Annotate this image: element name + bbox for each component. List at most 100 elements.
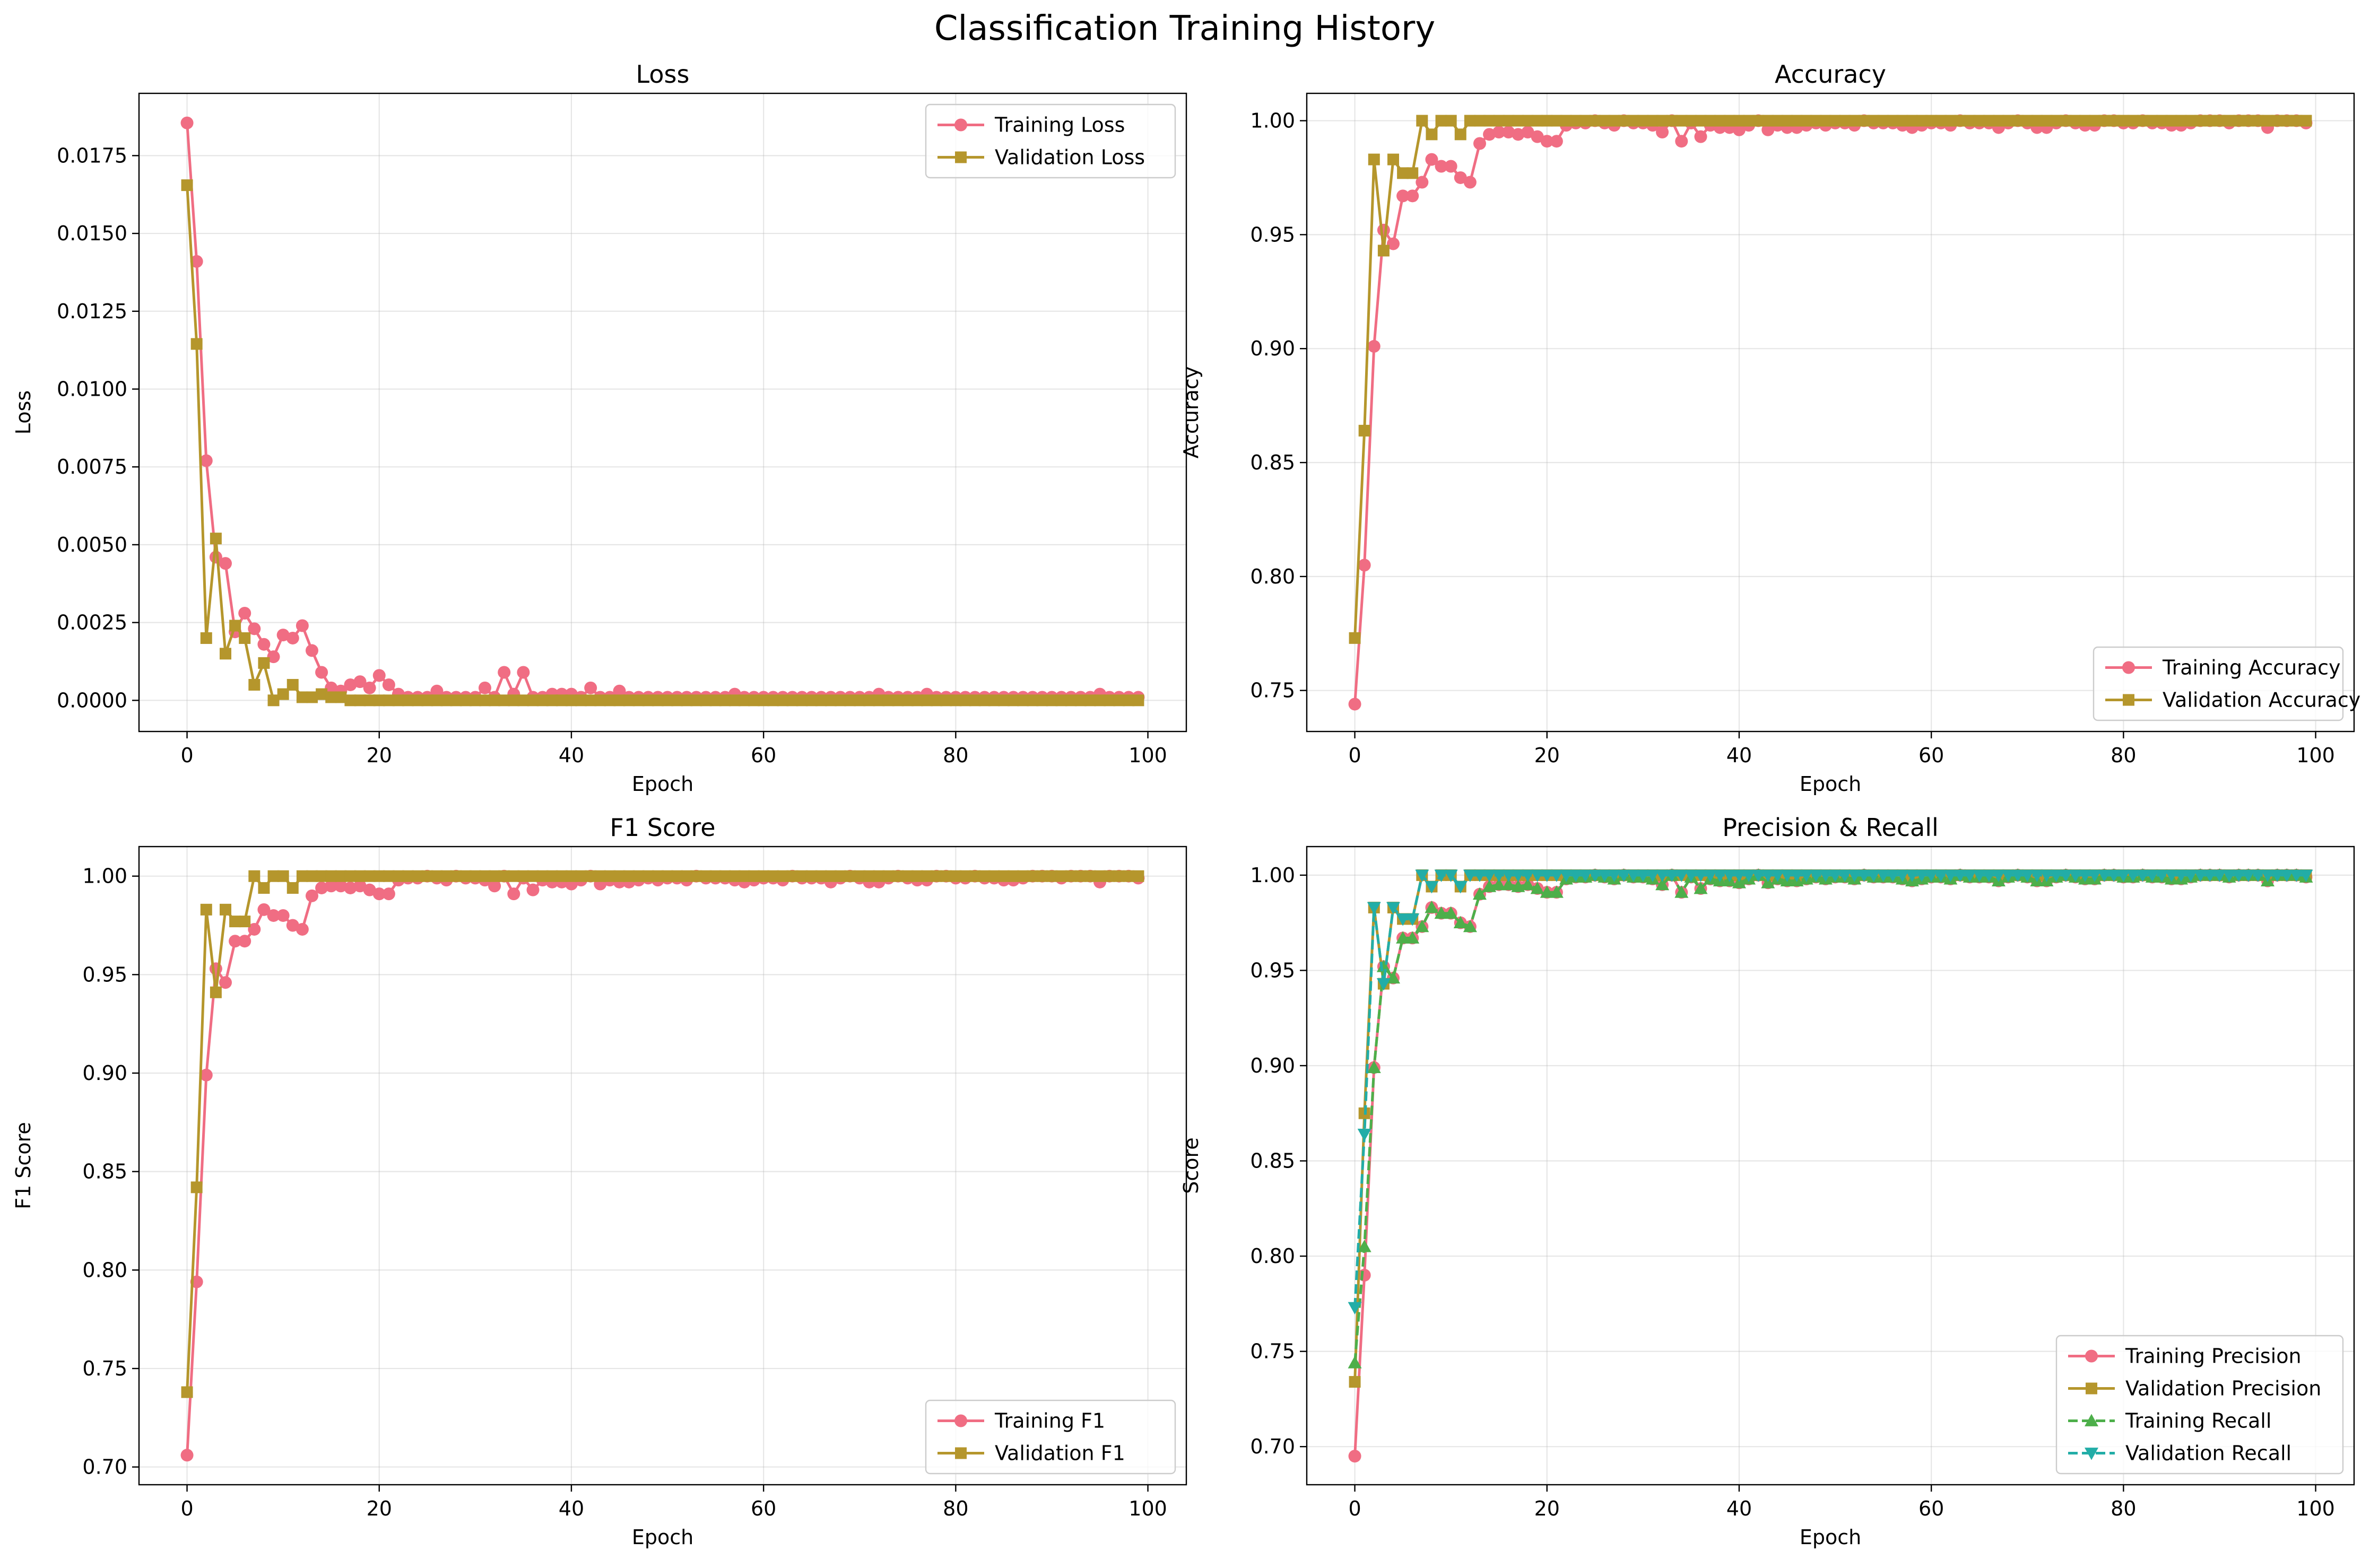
- data-point-validation-accuracy: [1819, 115, 1831, 127]
- y-tick-label: 0.0125: [57, 300, 127, 323]
- data-point-training-accuracy: [1406, 189, 1419, 203]
- data-point-validation-recall: [1357, 1128, 1371, 1142]
- data-point-validation-f1: [575, 870, 587, 882]
- data-point-validation-recall: [1972, 869, 1986, 882]
- data-point-validation-recall: [1828, 869, 1843, 882]
- data-point-validation-f1: [950, 870, 962, 882]
- y-tick-label: 0.0075: [57, 455, 127, 478]
- data-point-validation-accuracy: [1791, 115, 1803, 127]
- data-point-validation-loss: [901, 694, 914, 707]
- data-point-validation-f1: [940, 870, 952, 882]
- data-point-validation-accuracy: [1906, 115, 1918, 127]
- data-point-training-f1: [286, 919, 299, 932]
- data-point-validation-loss: [431, 694, 443, 707]
- data-point-validation-accuracy: [1541, 115, 1553, 127]
- data-point-training-loss: [430, 684, 444, 698]
- x-tick-label: 80: [2111, 744, 2136, 767]
- data-point-validation-loss: [267, 694, 280, 707]
- data-point-validation-f1: [700, 870, 712, 882]
- data-point-validation-f1: [258, 882, 270, 894]
- x-tick-label: 0: [1348, 1497, 1361, 1520]
- data-point-validation-loss: [440, 694, 453, 707]
- y-tick-label: 0.0050: [57, 533, 127, 556]
- data-point-validation-accuracy: [2069, 115, 2081, 127]
- data-point-validation-loss: [873, 694, 885, 707]
- figure-title: Classification Training History: [934, 9, 1435, 48]
- data-point-training-f1: [248, 922, 261, 936]
- data-point-validation-loss: [728, 694, 741, 707]
- y-tick-label: 0.80: [1250, 1244, 1295, 1268]
- data-point-validation-f1: [373, 870, 385, 882]
- data-point-validation-f1: [911, 870, 923, 882]
- data-point-training-accuracy: [1396, 189, 1410, 203]
- data-point-validation-f1: [239, 916, 251, 928]
- data-point-validation-accuracy: [2117, 115, 2130, 127]
- data-point-validation-accuracy: [1877, 115, 1889, 127]
- data-point-validation-accuracy: [2156, 115, 2168, 127]
- data-point-validation-f1: [335, 870, 347, 882]
- data-point-training-f1: [305, 889, 318, 902]
- data-point-validation-accuracy: [1656, 115, 1669, 127]
- data-point-validation-recall: [2030, 869, 2044, 882]
- data-point-validation-recall: [2155, 869, 2169, 882]
- data-point-validation-recall: [2145, 869, 2159, 882]
- data-point-validation-f1: [613, 870, 626, 882]
- data-point-validation-loss: [786, 694, 798, 707]
- data-point-training-accuracy: [1454, 171, 1467, 184]
- data-point-validation-loss: [748, 694, 760, 707]
- data-point-training-recall: [1521, 877, 1535, 891]
- data-point-validation-accuracy: [2060, 115, 2072, 127]
- y-tick-label: 0.95: [1250, 223, 1295, 246]
- data-point-training-f1: [238, 935, 251, 948]
- data-point-validation-loss: [671, 694, 683, 707]
- data-point-validation-f1: [344, 870, 357, 882]
- data-point-validation-loss: [450, 694, 462, 707]
- data-point-validation-f1: [392, 870, 404, 882]
- data-point-validation-recall: [1425, 881, 1439, 894]
- data-point-validation-f1: [296, 870, 308, 882]
- data-point-training-recall: [1655, 877, 1670, 891]
- x-axis-label: Epoch: [1800, 1526, 1861, 1549]
- data-point-validation-precision: [1349, 1376, 1361, 1388]
- data-point-validation-accuracy: [2012, 115, 2024, 127]
- x-tick-label: 40: [559, 1497, 584, 1520]
- data-point-validation-f1: [1123, 870, 1135, 882]
- data-point-validation-f1: [363, 870, 376, 882]
- data-point-validation-recall: [1963, 869, 1977, 882]
- data-point-validation-recall: [1857, 869, 1871, 882]
- data-point-training-accuracy: [1502, 126, 1515, 139]
- data-point-validation-loss: [1113, 694, 1125, 707]
- data-point-validation-loss: [469, 694, 481, 707]
- data-point-validation-accuracy: [1531, 115, 1543, 127]
- data-point-validation-loss: [940, 694, 952, 707]
- data-point-validation-loss: [892, 694, 904, 707]
- data-point-training-loss: [584, 681, 597, 694]
- y-tick-label: 0.70: [82, 1456, 127, 1479]
- data-point-validation-recall: [1876, 869, 1890, 882]
- x-axis-label: Epoch: [632, 772, 693, 796]
- data-point-validation-loss: [555, 694, 568, 707]
- y-tick-label: 0.0150: [57, 222, 127, 245]
- data-point-training-loss: [286, 631, 299, 644]
- data-point-validation-f1: [585, 870, 597, 882]
- x-tick-label: 60: [751, 1497, 776, 1520]
- data-point-validation-f1: [738, 870, 750, 882]
- data-point-validation-accuracy: [2242, 115, 2254, 127]
- data-point-validation-recall: [1838, 869, 1852, 882]
- data-point-validation-accuracy: [1666, 115, 1678, 127]
- data-point-validation-loss: [796, 694, 808, 707]
- data-point-validation-f1: [277, 870, 289, 882]
- data-point-validation-accuracy: [1377, 245, 1390, 257]
- series-line-training-accuracy: [1353, 119, 2306, 704]
- data-point-validation-accuracy: [2185, 115, 2197, 127]
- data-point-validation-loss: [373, 694, 385, 707]
- y-tick-label: 0.0025: [57, 611, 127, 634]
- data-point-training-accuracy: [1761, 123, 1775, 136]
- data-point-validation-accuracy: [1627, 115, 1639, 127]
- data-point-validation-recall: [2184, 869, 2198, 882]
- data-point-validation-f1: [728, 870, 741, 882]
- legend-marker-validation-precision: [2086, 1382, 2097, 1395]
- data-point-validation-accuracy: [1714, 115, 1726, 127]
- data-point-validation-f1: [287, 882, 299, 894]
